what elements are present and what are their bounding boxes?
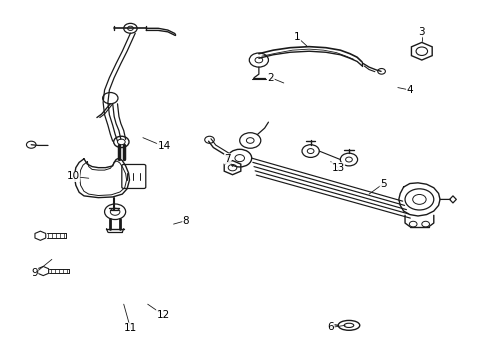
Text: 1: 1 [293, 32, 300, 42]
Text: 11: 11 [123, 323, 137, 333]
Text: 12: 12 [156, 310, 169, 320]
Text: 13: 13 [331, 163, 344, 173]
Text: 4: 4 [406, 85, 412, 95]
Text: 14: 14 [157, 141, 170, 152]
Text: 3: 3 [418, 27, 424, 37]
Text: 7: 7 [224, 154, 230, 164]
Text: 5: 5 [379, 179, 386, 189]
Text: 8: 8 [183, 216, 189, 226]
Text: 2: 2 [267, 73, 274, 83]
Text: 6: 6 [327, 323, 333, 333]
Text: 10: 10 [66, 171, 80, 181]
Text: 9: 9 [31, 269, 38, 279]
